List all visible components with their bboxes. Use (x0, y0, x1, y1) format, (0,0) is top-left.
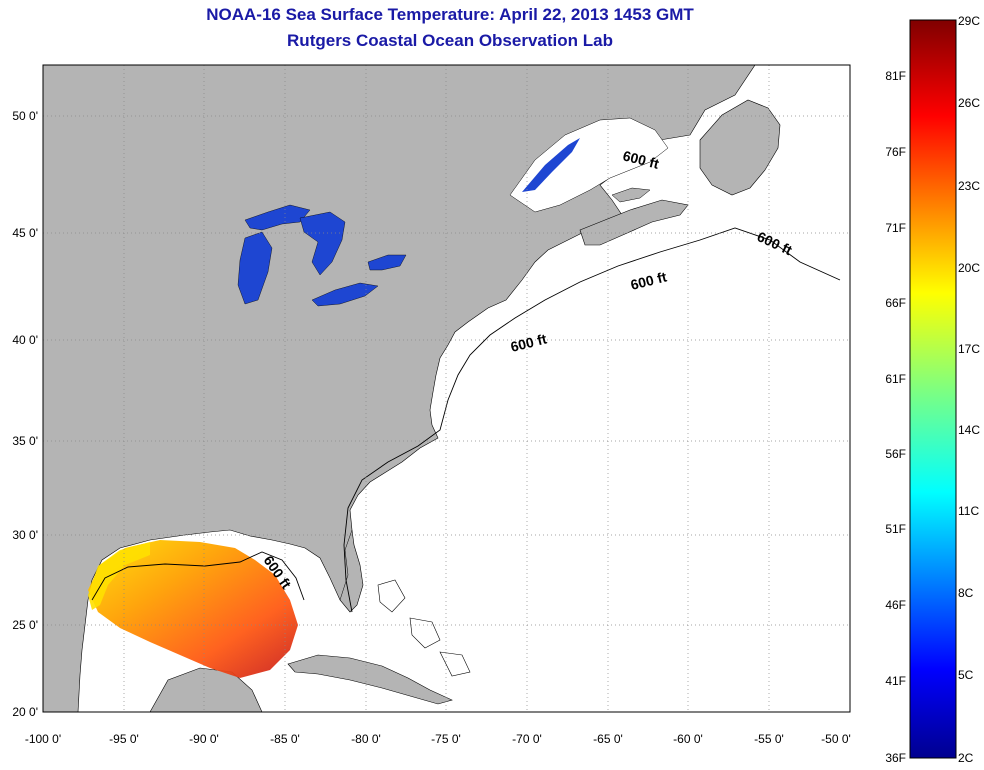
f-label: 81F (885, 69, 906, 83)
bahamas-3 (439, 651, 471, 677)
map-subtitle: Rutgers Coastal Ocean Observation Lab (287, 31, 613, 50)
lat-label: 20 0' (12, 705, 38, 719)
cuba-land (287, 654, 453, 705)
grid-lines (43, 65, 850, 712)
c-label: 5C (958, 668, 974, 682)
c-label: 2C (958, 751, 974, 765)
pei-land (611, 187, 651, 203)
f-label: 36F (885, 751, 906, 765)
lake-erie (311, 282, 379, 307)
c-label: 17C (958, 342, 980, 356)
st-lawrence-water (509, 117, 669, 213)
f-label: 61F (885, 372, 906, 386)
bahamas-1 (377, 579, 406, 613)
lake-michigan (237, 231, 273, 305)
lat-label: 45 0' (12, 226, 38, 240)
f-label: 76F (885, 145, 906, 159)
lon-label: -55 0' (754, 732, 784, 746)
lon-label: -95 0' (109, 732, 139, 746)
lon-label: -80 0' (351, 732, 381, 746)
c-label: 23C (958, 179, 980, 193)
lake-huron (299, 211, 346, 276)
longitude-axis: -100 0' -95 0' -90 0' -85 0' -80 0' -75 … (25, 732, 851, 746)
temperature-colorbar: 81F 76F 71F 66F 61F 56F 51F 46F 41F 36F … (885, 14, 980, 765)
lake-ontario (367, 254, 407, 271)
nova-scotia-land (579, 199, 689, 246)
bahamas-2 (409, 617, 441, 649)
lon-label: -75 0' (431, 732, 461, 746)
celsius-scale: 29C 26C 23C 20C 17C 14C 11C 8C 5C 2C (958, 14, 980, 765)
c-label: 20C (958, 261, 980, 275)
f-label: 46F (885, 598, 906, 612)
lon-label: -70 0' (512, 732, 542, 746)
c-label: 8C (958, 586, 974, 600)
lat-label: 30 0' (12, 528, 38, 542)
florida-outline (339, 529, 353, 601)
lon-label: -100 0' (25, 732, 61, 746)
map-frame (42, 64, 851, 713)
lat-label: 40 0' (12, 333, 38, 347)
c-label: 14C (958, 423, 980, 437)
f-label: 51F (885, 522, 906, 536)
lake-superior (244, 204, 311, 231)
c-label: 11C (958, 504, 979, 518)
lon-label: -50 0' (821, 732, 851, 746)
fahrenheit-scale: 81F 76F 71F 66F 61F 56F 51F 46F 41F 36F (885, 69, 906, 765)
lon-label: -65 0' (593, 732, 623, 746)
st-lawrence-sst (522, 138, 580, 192)
lat-label: 25 0' (12, 618, 38, 632)
map-title: NOAA-16 Sea Surface Temperature: April 2… (206, 5, 694, 24)
sst-map: 600 ft 600 ft 600 ft 600 ft 600 ft 50 0'… (12, 64, 851, 746)
f-label: 41F (885, 674, 906, 688)
c-label: 26C (958, 96, 980, 110)
colorbar-gradient (909, 19, 957, 759)
gulf-sst-coastal (88, 542, 150, 610)
lon-label: -85 0' (270, 732, 300, 746)
c-label: 29C (958, 14, 980, 28)
gulf-sst-patch (88, 540, 298, 678)
lon-label: -60 0' (673, 732, 703, 746)
f-label: 66F (885, 296, 906, 310)
latitude-axis: 50 0' 45 0' 40 0' 35 0' 30 0' 25 0' 20 0… (12, 109, 38, 719)
newfoundland-land (699, 99, 781, 196)
contour-600ft (91, 227, 841, 613)
lon-label: -90 0' (189, 732, 219, 746)
lat-label: 50 0' (12, 109, 38, 123)
f-label: 71F (885, 221, 906, 235)
lat-label: 35 0' (12, 434, 38, 448)
f-label: 56F (885, 447, 906, 461)
